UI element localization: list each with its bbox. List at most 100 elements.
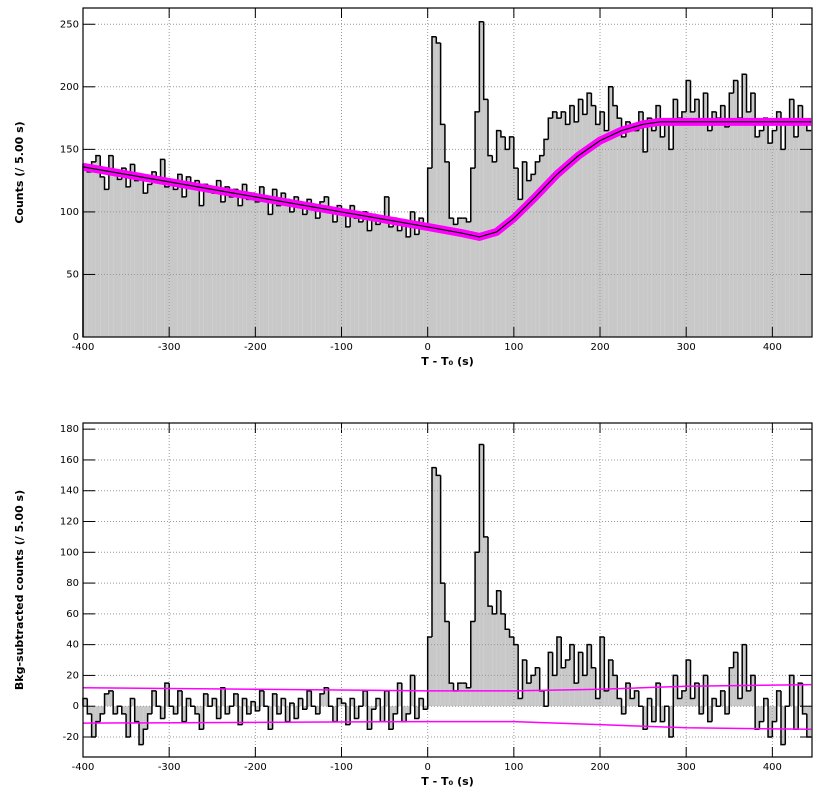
bar	[216, 706, 221, 719]
bar-outline	[599, 111, 605, 125]
bar-outline	[612, 86, 618, 107]
bar	[419, 218, 424, 337]
bar-outline	[543, 690, 549, 707]
x-tick-label: 400	[763, 762, 782, 773]
bar-outline	[513, 636, 519, 646]
bar-outline	[189, 698, 196, 707]
bar	[255, 201, 260, 337]
x-tick-label: -100	[330, 762, 353, 773]
bar-outline	[706, 675, 713, 723]
bar	[500, 613, 506, 707]
bar	[522, 161, 527, 337]
bar-outline	[478, 443, 484, 553]
x-axis-label: T - T₀ (s)	[421, 775, 473, 788]
bar-outline	[116, 705, 122, 714]
bar	[87, 171, 92, 337]
bar-outline	[409, 211, 415, 237]
bar	[406, 706, 411, 714]
bar	[565, 660, 570, 707]
bar	[169, 180, 174, 337]
bar-outline	[276, 189, 282, 207]
bar	[143, 193, 148, 337]
y-tick-label: 160	[60, 455, 79, 466]
bar	[492, 613, 497, 707]
bar	[798, 105, 803, 337]
bar-outline	[685, 659, 691, 691]
bar	[87, 706, 92, 714]
bar	[431, 467, 437, 707]
bar	[755, 136, 760, 337]
bar	[535, 161, 540, 337]
bar-outline	[345, 214, 351, 228]
bar	[225, 186, 230, 337]
bar	[513, 644, 519, 707]
bar-outline	[526, 161, 532, 182]
bar-outline	[405, 713, 411, 722]
bar	[625, 121, 631, 337]
bar-outline	[594, 667, 601, 700]
x-tick-label: -200	[244, 342, 267, 353]
bar-outline	[435, 36, 441, 44]
bar	[328, 211, 333, 337]
bar	[750, 675, 756, 707]
bar-outline	[245, 698, 252, 715]
bar	[233, 189, 239, 337]
y-tick-label: -20	[63, 732, 79, 743]
bar-outline	[784, 705, 790, 745]
bar	[470, 621, 476, 707]
bar	[302, 214, 308, 337]
bar-outline	[689, 80, 695, 113]
bar-outline	[271, 693, 277, 730]
bar	[108, 690, 114, 707]
bar-outline	[495, 590, 501, 614]
bar-outline	[258, 690, 264, 711]
bar-outline	[448, 621, 454, 684]
bar	[548, 652, 553, 707]
bar-outline	[297, 697, 303, 719]
bar	[126, 186, 131, 337]
bar-outline	[530, 173, 536, 181]
bar	[298, 205, 303, 337]
bar	[341, 703, 346, 707]
bar	[703, 675, 708, 707]
bar	[393, 706, 398, 714]
x-tick-label: 0	[424, 762, 430, 773]
y-tick-label: 60	[66, 609, 79, 620]
bar-outline	[569, 643, 575, 661]
bar	[233, 693, 239, 707]
bar-outline	[620, 118, 626, 138]
bar	[780, 706, 786, 745]
bar-outline	[788, 98, 794, 122]
bar	[552, 111, 557, 338]
y-tick-label: 150	[60, 144, 79, 155]
bar	[350, 205, 355, 337]
bar	[587, 644, 592, 707]
bar-outline	[457, 682, 463, 691]
bar-outline	[676, 675, 682, 700]
plot-frame	[82, 7, 813, 338]
bar	[358, 221, 364, 337]
bar	[354, 706, 359, 719]
bar	[83, 698, 88, 707]
bar-outline	[745, 644, 751, 692]
bar-outline	[99, 155, 105, 178]
bar-outline	[207, 693, 213, 707]
bar-outline	[685, 79, 691, 112]
bar-outline	[482, 21, 488, 101]
bar-outline	[293, 703, 299, 720]
bar-outline	[646, 117, 652, 152]
bar-outline	[439, 43, 445, 126]
bar	[612, 105, 618, 337]
x-tick-label: 300	[677, 342, 696, 353]
bar-outline	[332, 211, 338, 223]
bar	[289, 703, 295, 707]
bar-outline	[500, 590, 506, 615]
bar	[686, 80, 691, 338]
bar	[95, 155, 101, 337]
bar-outline	[478, 21, 484, 112]
bar-outline	[560, 636, 566, 669]
y-tick-label: 180	[60, 424, 79, 435]
bar-outline	[211, 697, 217, 707]
bar	[660, 136, 665, 337]
x-tick-label: -100	[330, 342, 353, 353]
